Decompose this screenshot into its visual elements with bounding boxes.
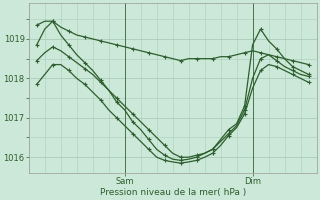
X-axis label: Pression niveau de la mer( hPa ): Pression niveau de la mer( hPa ) (100, 188, 246, 197)
